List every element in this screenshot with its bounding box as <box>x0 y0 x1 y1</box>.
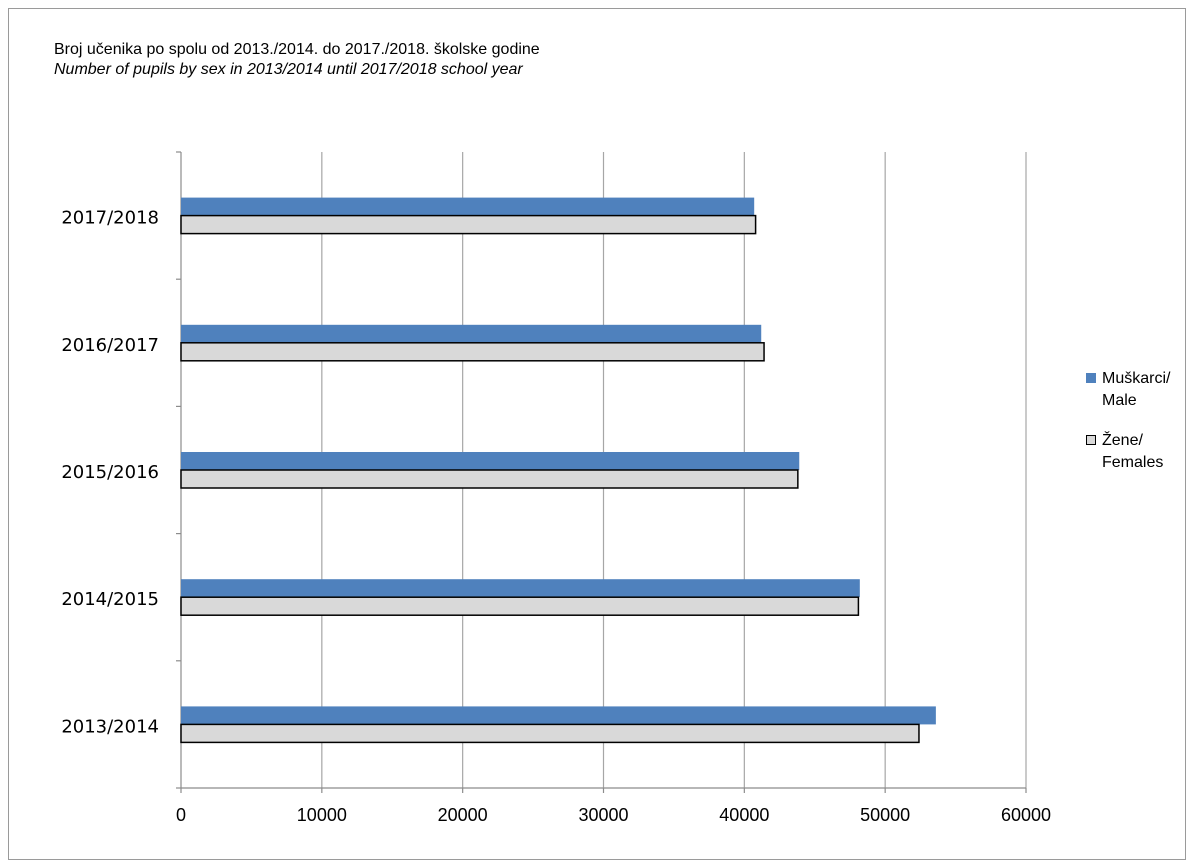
bar-female-2017/2018 <box>180 214 757 235</box>
legend-swatch-male <box>1086 373 1096 383</box>
y-tick-label-2017/2018: 2017/2018 <box>61 208 159 229</box>
y-tick-label-2016/2017: 2016/2017 <box>61 335 159 356</box>
y-tick-label-2014/2015: 2014/2015 <box>61 589 159 610</box>
legend-label-male-line2: Male <box>1102 392 1137 409</box>
legend-label-female-line1: Žene/ <box>1102 432 1143 449</box>
x-tick-label-50000: 50000 <box>860 805 910 825</box>
bar-female-2015/2016 <box>180 469 799 489</box>
x-tick-label-30000: 30000 <box>578 805 628 825</box>
x-tick-label-20000: 20000 <box>438 805 488 825</box>
legend-label-female-line2: Females <box>1102 454 1164 471</box>
legend-swatch-female <box>1086 435 1096 445</box>
legend-item-male: Muškarci/ Male <box>1086 368 1170 412</box>
bar-female-2016/2017 <box>180 342 765 362</box>
x-tick-label-10000: 10000 <box>297 805 347 825</box>
y-tick-label-2015/2016: 2015/2016 <box>61 462 159 483</box>
bar-female-2013/2014 <box>180 723 920 744</box>
legend: Muškarci/ Male Žene/ Females <box>1086 368 1170 492</box>
chart-subtitle: Number of pupils by sex in 2013/2014 unt… <box>54 61 523 78</box>
x-tick-label-60000: 60000 <box>1001 805 1051 825</box>
legend-label-male-line1: Muškarci/ <box>1102 370 1171 387</box>
bar-male-2017/2018 <box>181 197 755 216</box>
bar-male-2016/2017 <box>181 324 762 343</box>
x-tick-label-0: 0 <box>176 805 186 825</box>
legend-item-female: Žene/ Females <box>1086 430 1170 474</box>
chart-title-block: Broj učenika po spolu od 2013./2014. do … <box>54 40 540 80</box>
bar-male-2014/2015 <box>181 579 860 598</box>
bar-male-2013/2014 <box>181 706 936 725</box>
y-tick-label-2013/2014: 2013/2014 <box>61 716 159 737</box>
bar-male-2015/2016 <box>181 452 800 470</box>
chart-title: Broj učenika po spolu od 2013./2014. do … <box>54 41 540 58</box>
bar-female-2014/2015 <box>180 596 860 616</box>
x-tick-label-40000: 40000 <box>719 805 769 825</box>
